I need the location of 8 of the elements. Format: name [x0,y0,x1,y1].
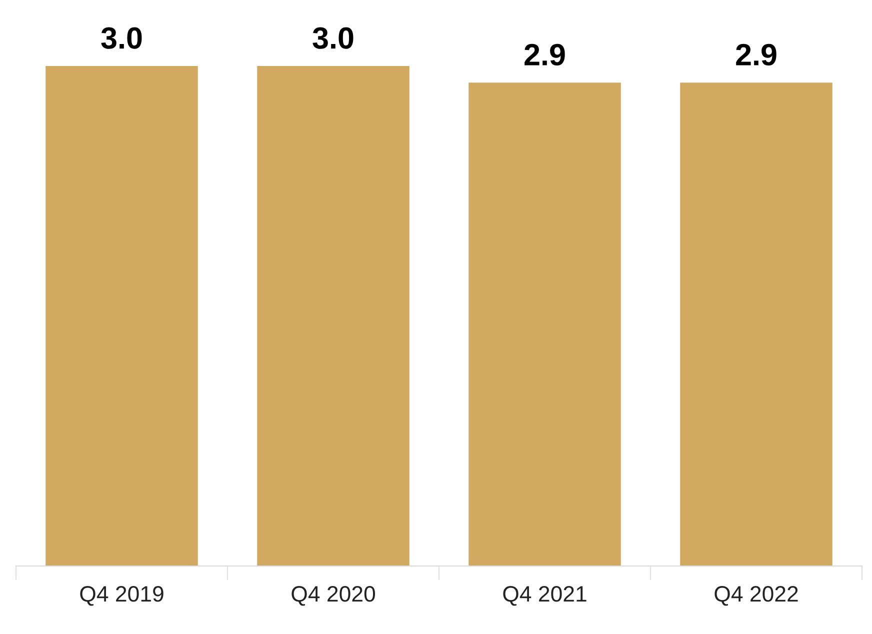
data-label: 3.0 [312,27,354,49]
x-tick-label: Q4 2021 [503,586,586,606]
data-label: 2.9 [524,44,565,66]
x-tick-label: Q4 2020 [292,586,376,606]
x-tick-label: Q4 2022 [714,586,798,606]
x-tick-label: Q4 2019 [80,586,164,606]
data-label: 2.9 [736,44,776,66]
data-label: 3.0 [101,27,142,49]
